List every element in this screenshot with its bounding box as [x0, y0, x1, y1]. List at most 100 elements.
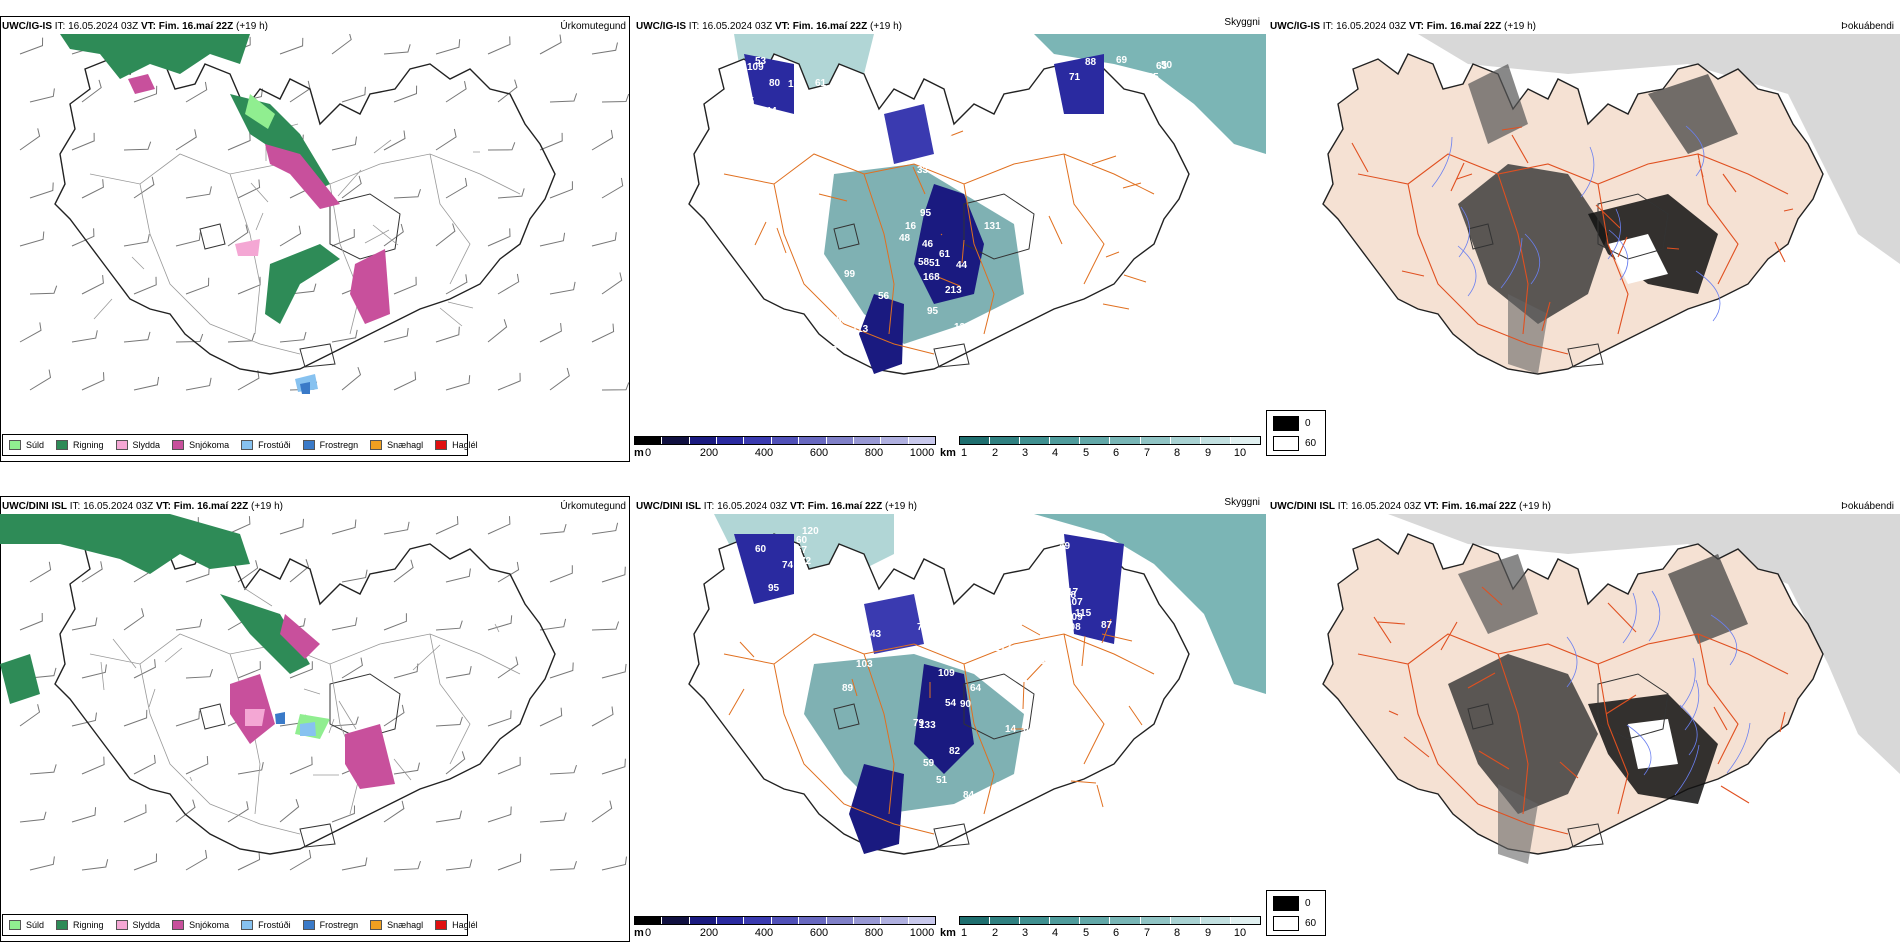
- wind-barb: [393, 85, 418, 103]
- legend-label: Snjókoma: [189, 440, 230, 450]
- ceiling-bin: [853, 437, 882, 444]
- legend-item-haglel: Haglél: [435, 920, 478, 930]
- wind-barb: [123, 608, 145, 631]
- visibility-value-label: 84: [963, 790, 975, 801]
- model-name: UWC/DINI ISL: [1270, 501, 1335, 512]
- ceiling-tick: 200: [699, 927, 719, 939]
- glacier-outline: [199, 673, 401, 848]
- wind-barb: [29, 856, 55, 871]
- ceiling-bin: [881, 437, 909, 444]
- visibility-value-label: 95: [920, 208, 932, 219]
- visibility-bin: [1080, 437, 1111, 444]
- precip-type-panel: UWC/IG-IS IT: 16.05.2024 03Z VT: Fim. 16…: [0, 0, 632, 470]
- visibility-unit: km: [940, 447, 956, 459]
- rain-area: [265, 244, 340, 324]
- ceiling-bin: [908, 917, 935, 924]
- visibility-value-label: 107: [1066, 597, 1083, 608]
- legend-swatch: [9, 920, 21, 930]
- wind-barb: [497, 656, 519, 679]
- wind-barb: [29, 369, 52, 391]
- road-network: [723, 618, 1155, 835]
- panel-header: UWC/DINI ISL IT: 16.05.2024 03Z VT: Fim.…: [2, 501, 283, 512]
- fog-area: [1458, 164, 1608, 324]
- legend-item-frostudi: Frostúði: [241, 440, 291, 450]
- visibility-value-label: 87: [1101, 620, 1113, 631]
- ceiling-bin: [744, 437, 772, 444]
- legend-item-snjokoma: Snjókoma: [172, 920, 229, 930]
- visibility-value-label: 144: [760, 106, 777, 117]
- visibility-tick: 7: [1143, 927, 1151, 939]
- road-network: [723, 130, 1155, 355]
- ceiling-tick: 600: [809, 927, 829, 939]
- legend-swatch: [370, 440, 383, 450]
- wind-barb: [279, 37, 304, 55]
- visibility-value-label: 67: [796, 545, 808, 556]
- ceiling-bin: [717, 917, 745, 924]
- wind-barb: [279, 225, 302, 247]
- wind-barb: [71, 330, 98, 343]
- visibility-bin: [1050, 917, 1081, 924]
- river-segments: [1566, 590, 1751, 796]
- wind-barb: [227, 224, 249, 247]
- visibility-value-label: 165: [1142, 72, 1159, 83]
- visibility-value-label: 168: [923, 272, 940, 283]
- visibility-value-label: 109: [938, 668, 955, 679]
- ceiling-bin: [662, 917, 690, 924]
- wind-barb: [487, 142, 516, 151]
- panel-header: UWC/DINI ISL IT: 16.05.2024 03Z VT: Fim.…: [636, 501, 917, 512]
- visibility-value-label: 95: [927, 306, 939, 317]
- fog-area: [1668, 554, 1748, 644]
- ceiling-bin: [799, 437, 827, 444]
- ceiling-tick: 1000: [909, 447, 935, 459]
- legend-swatch: [370, 920, 383, 930]
- precip-areas: [0, 514, 395, 789]
- legend-label: Frostregn: [319, 440, 359, 450]
- precip-areas: [60, 34, 390, 394]
- model-name: UWC/DINI ISL: [636, 501, 701, 512]
- panel-header: UWC/IG-IS IT: 16.05.2024 03Z VT: Fim. 16…: [2, 21, 268, 32]
- visibility-bin: [990, 437, 1021, 444]
- visibility-value-label: 14: [1005, 724, 1017, 735]
- wind-barb: [185, 81, 208, 103]
- wind-barb: [539, 707, 563, 727]
- glacier-outline: [199, 193, 401, 368]
- ceiling-tick: 1000: [909, 927, 935, 939]
- wind-barb: [175, 799, 196, 823]
- wind-barb: [549, 93, 578, 103]
- wind-barb: [487, 228, 511, 247]
- visibility-bin: [1230, 917, 1260, 924]
- visibility-tick: 10: [1233, 927, 1247, 939]
- wind-barb: [487, 615, 513, 631]
- wind-barb: [383, 223, 404, 247]
- visibility-value-label: 80: [769, 78, 781, 89]
- rain-area: [60, 34, 250, 79]
- panel-header: UWC/DINI ISL IT: 16.05.2024 03Z VT: Fim.…: [1270, 501, 1551, 512]
- ceiling-bin: [881, 917, 909, 924]
- wind-barb: [289, 559, 310, 583]
- cloud-area: [734, 534, 794, 604]
- road-segments: [723, 130, 1155, 355]
- wind-barb: [497, 853, 522, 871]
- wind-barb: [393, 860, 421, 871]
- wind-barbs: [19, 34, 630, 391]
- visibility-value-label: 69: [995, 781, 1007, 792]
- visibility-colorbar: [959, 916, 1261, 925]
- fog-index-panel: UWC/IG-IS IT: 16.05.2024 03Z VT: Fim. 16…: [1268, 0, 1900, 470]
- cloud-area: [914, 664, 974, 774]
- lead-time: (+19 h): [885, 501, 917, 512]
- wind-barb: [591, 621, 620, 631]
- wind-barb: [393, 276, 417, 295]
- visibility-value-label: 51: [936, 775, 948, 786]
- wind-barb: [539, 232, 566, 247]
- wind-barb: [81, 561, 103, 583]
- wind-barb: [185, 377, 212, 391]
- visibility-value-label: 64: [970, 683, 982, 694]
- wind-barb: [435, 326, 460, 343]
- visibility-tick: 8: [1173, 447, 1181, 459]
- legend-label: Frostregn: [319, 920, 359, 930]
- visibility-value-label: 46: [1034, 656, 1046, 667]
- visibility-bin: [1170, 437, 1201, 444]
- it-label: IT:: [69, 501, 81, 512]
- visibility-tick: 8: [1173, 927, 1181, 939]
- lead-time: (+19 h): [1504, 21, 1536, 32]
